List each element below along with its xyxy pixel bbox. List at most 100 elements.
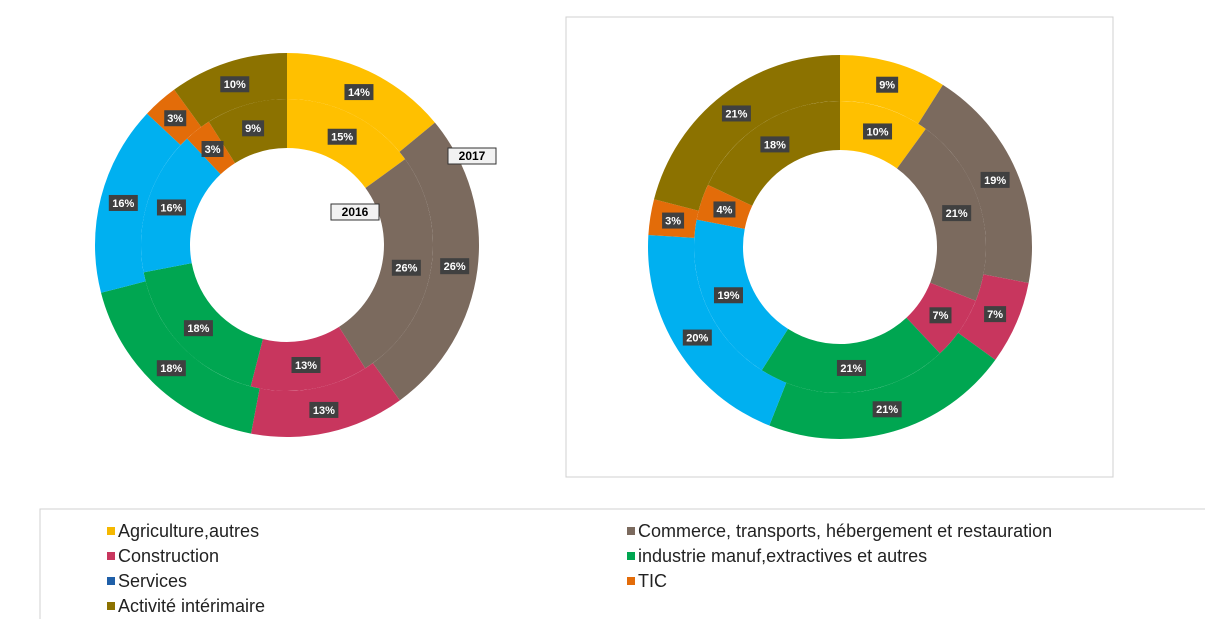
data-label: 21% — [836, 359, 866, 376]
data-label-box — [876, 76, 899, 93]
data-label-text: 18% — [187, 323, 209, 335]
donut-segment — [372, 122, 480, 401]
data-label-text: 7% — [987, 309, 1003, 321]
data-label-text: 10% — [224, 79, 246, 91]
legend-swatch — [627, 552, 635, 560]
legend-label: Agriculture,autres — [118, 521, 259, 541]
data-label-box — [391, 259, 421, 276]
data-label: 19% — [980, 171, 1010, 188]
legend-swatch — [107, 602, 115, 610]
legend-swatch — [107, 577, 115, 585]
legend-swatch — [107, 552, 115, 560]
donut-segment — [654, 55, 840, 211]
data-label-text: 3% — [205, 144, 221, 156]
data-label-box — [164, 110, 187, 127]
data-label: 20% — [682, 329, 712, 346]
donut-segment — [647, 234, 787, 426]
data-label: 14% — [344, 84, 374, 101]
data-label-text: 19% — [984, 175, 1006, 187]
data-label: 18% — [183, 320, 213, 337]
data-label-text: 7% — [933, 310, 949, 322]
data-label: 21% — [721, 105, 751, 122]
data-label-box — [344, 84, 374, 101]
legend-swatch — [107, 527, 115, 535]
data-label: 15% — [327, 128, 357, 145]
data-label-text: 18% — [160, 363, 182, 375]
data-label-text: 26% — [444, 261, 466, 273]
data-label-box — [942, 205, 972, 222]
data-label-box — [662, 212, 685, 229]
data-label-box — [713, 287, 743, 304]
legend-label: Commerce, transports, hébergement et res… — [638, 521, 1052, 541]
data-label-box — [440, 258, 470, 275]
data-label: 16% — [108, 194, 138, 211]
donut-segment — [897, 128, 986, 301]
legend-label: industrie manuf,extractives et autres — [638, 546, 927, 566]
data-label-box — [327, 128, 357, 145]
data-label-text: 21% — [876, 404, 898, 416]
data-label-text: 4% — [716, 204, 732, 216]
legend-swatch — [627, 577, 635, 585]
donut-segment — [101, 281, 260, 434]
data-label-box — [291, 357, 321, 374]
data-label: 7% — [929, 307, 952, 324]
donut-segment — [707, 101, 840, 206]
data-label-text: 18% — [764, 139, 786, 151]
donut-segment — [338, 159, 434, 369]
donut-segment — [918, 84, 1032, 283]
data-label-box — [682, 329, 712, 346]
chart-frame — [565, 16, 1114, 478]
data-label: 16% — [156, 199, 186, 216]
data-label: 10% — [863, 123, 893, 140]
data-label: 19% — [713, 287, 743, 304]
data-label-box — [156, 199, 186, 216]
data-label-box — [929, 307, 952, 324]
legend-label: TIC — [638, 571, 667, 591]
data-label-box — [108, 194, 138, 211]
donut-segment — [251, 363, 400, 437]
data-label-box — [201, 140, 224, 157]
data-label-text: 13% — [313, 405, 335, 417]
legend-frame — [39, 508, 1205, 619]
data-label-box — [760, 136, 790, 153]
data-label: 9% — [242, 120, 265, 137]
ring-label-box — [330, 203, 380, 221]
data-label-box — [721, 105, 751, 122]
data-label-box — [156, 360, 186, 377]
data-label-box — [863, 123, 893, 140]
data-label: 26% — [440, 258, 470, 275]
data-label: 13% — [309, 401, 339, 418]
ring-label: 2016 — [342, 205, 369, 219]
data-label: 10% — [220, 76, 250, 93]
data-label-text: 3% — [167, 113, 183, 125]
donut-segment — [769, 332, 996, 440]
data-label-text: 21% — [725, 108, 747, 120]
data-label: 7% — [984, 306, 1007, 323]
data-label-box — [183, 320, 213, 337]
data-label-text: 21% — [946, 208, 968, 220]
data-label: 3% — [662, 212, 685, 229]
data-label-text: 3% — [665, 215, 681, 227]
data-label-text: 19% — [717, 290, 739, 302]
data-label-box — [220, 76, 250, 93]
legend-swatch — [627, 527, 635, 535]
legend-label: Services — [118, 571, 187, 591]
data-label-box — [836, 359, 866, 376]
data-label-text: 16% — [160, 202, 182, 214]
data-label-box — [713, 201, 736, 218]
data-label-text: 9% — [879, 80, 895, 92]
donut-segment — [287, 53, 435, 152]
legend-label: Activité intérimaire — [118, 596, 265, 616]
data-label: 3% — [201, 140, 224, 157]
data-label-text: 20% — [686, 332, 708, 344]
data-label-text: 13% — [295, 360, 317, 372]
data-label: 4% — [713, 201, 736, 218]
data-label-text: 14% — [348, 87, 370, 99]
data-label: 21% — [872, 401, 902, 418]
data-label: 3% — [164, 110, 187, 127]
data-label-box — [242, 120, 265, 137]
data-label-box — [980, 171, 1010, 188]
donut-segment — [761, 317, 940, 393]
data-label-text: 21% — [840, 363, 862, 375]
